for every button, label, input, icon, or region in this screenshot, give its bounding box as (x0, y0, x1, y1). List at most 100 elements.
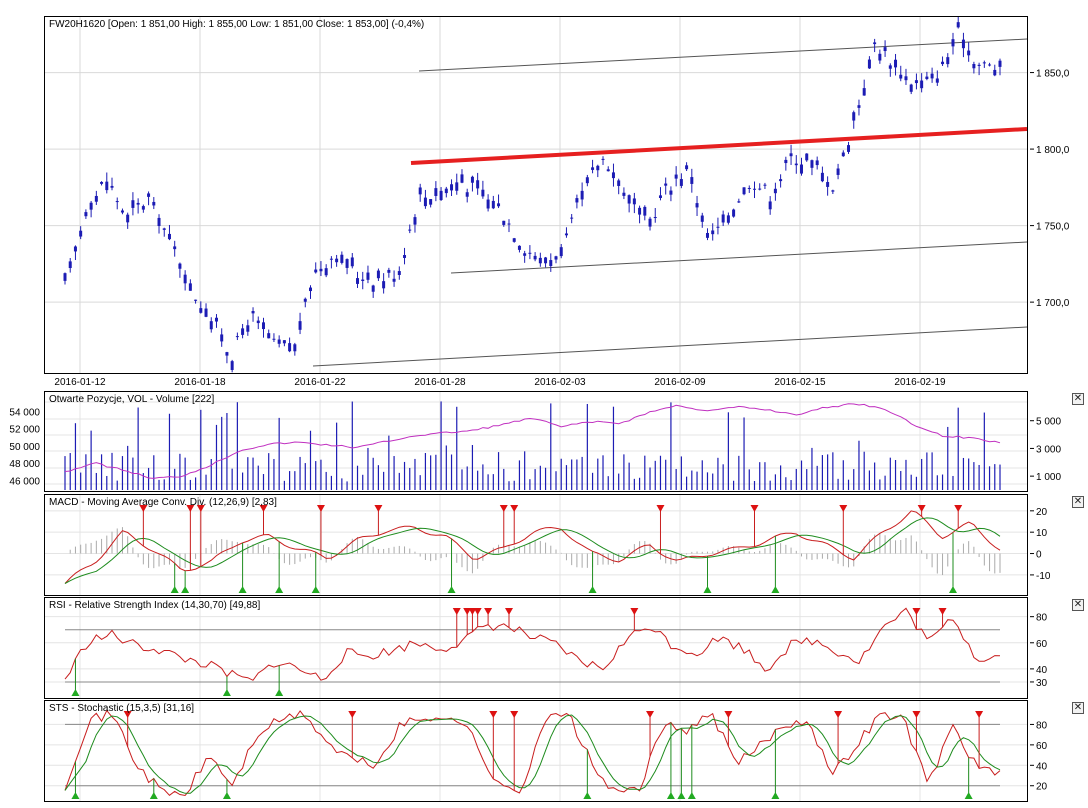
price-candle-body (867, 59, 871, 69)
price-candle-body (685, 165, 689, 170)
price-candle-body (439, 190, 443, 200)
macd-right-axis: 20 10 0 -10 (1030, 507, 1051, 582)
volume-close-button[interactable]: ✕ (1072, 393, 1084, 405)
svg-rsi-buy-marker (275, 689, 284, 696)
svg-macd-sell-marker (139, 505, 148, 512)
svg-macd-buy-marker (275, 586, 284, 593)
price-candle-body (136, 202, 140, 205)
price-candle-body (972, 63, 976, 69)
volume-right-tick-label: 1 000 (1036, 472, 1061, 483)
price-candle-body (512, 238, 516, 242)
price-candle-body (669, 190, 673, 195)
volume-left-tick-label: 48 000 (9, 459, 40, 470)
price-candle-body (763, 184, 767, 186)
price-candle-body (120, 210, 124, 213)
svg-macd-buy-marker (447, 586, 456, 593)
price-candle-body (491, 200, 495, 209)
svg-sts-buy-marker (71, 792, 80, 799)
price-candle-body (162, 228, 166, 230)
price-candle-body (747, 187, 751, 189)
svg-macd-sell-marker (954, 505, 963, 512)
price-candle-body (815, 160, 819, 166)
price-candle-body (444, 188, 448, 194)
svg-sts-buy-marker (666, 792, 675, 799)
price-candle-body (888, 65, 892, 69)
price-candle-body (408, 229, 412, 231)
price-candle-body (930, 73, 934, 79)
price-candle-body (94, 195, 98, 202)
macd-panel: MACD - Moving Average Conv. Div. (12,26,… (44, 494, 1028, 596)
price-candle-body (575, 198, 579, 203)
price-candle-body (366, 272, 370, 280)
volume-panel: Otwarte Pozycje, VOL - Volume [222] (44, 391, 1028, 492)
price-candle-body (528, 252, 532, 254)
price-candle-body (894, 59, 898, 68)
svg-macd-sell-marker (656, 505, 665, 512)
price-candles (63, 17, 1002, 373)
svg-sts-buy-marker (222, 792, 231, 799)
price-candle-body (596, 165, 600, 171)
price-candle-body (847, 145, 851, 152)
svg-macd-sell-marker (839, 505, 848, 512)
sts-chart (45, 701, 1027, 801)
price-candle-body (564, 233, 568, 236)
svg-sts-axis-tick-label: 20 (1036, 782, 1048, 793)
price-candle-body (429, 199, 433, 205)
price-candle-body (627, 195, 631, 204)
svg-sts-sell-marker (724, 711, 733, 718)
volume-right-tick-label: 5 000 (1036, 417, 1061, 428)
svg-macd-sell-marker (259, 505, 268, 512)
price-candle-body (267, 333, 271, 339)
price-candle-body (497, 203, 501, 207)
price-candle-body (100, 181, 104, 184)
price-candle-body (188, 283, 192, 291)
price-candle-body (935, 78, 939, 83)
svg-rsi-sell-marker (938, 608, 947, 615)
price-candle-body (517, 245, 521, 250)
rsi-close-button[interactable]: ✕ (1072, 599, 1084, 611)
price-chart (45, 17, 1027, 373)
price-candle-body (329, 258, 333, 260)
price-candle-body (335, 258, 339, 263)
price-candle-body (183, 274, 187, 284)
price-candle-body (220, 334, 224, 342)
price-candle-body (230, 361, 234, 370)
price-candle-body (450, 184, 454, 191)
macd-close-button[interactable]: ✕ (1072, 496, 1084, 508)
svg-rsi-buy-marker (222, 689, 231, 696)
price-candle-body (235, 336, 239, 338)
svg-sts-sell-marker (834, 711, 843, 718)
x-tick-label: 2016-01-12 (54, 377, 106, 388)
price-candle-body (147, 193, 151, 197)
svg-macd-axis-tick-label: 20 (1036, 507, 1048, 518)
volume-left-axis: 54 000 52 000 50 000 48 000 46 000 (9, 407, 40, 487)
sts-close-button[interactable]: ✕ (1072, 702, 1084, 714)
price-candle-body (413, 217, 417, 225)
price-candle-body (617, 180, 621, 186)
svg-rsi-main-line (64, 607, 1001, 681)
price-candle-body (784, 159, 788, 164)
price-candle-body (653, 217, 657, 219)
price-candle-body (84, 212, 88, 217)
price-candle-body (178, 263, 182, 269)
price-candle-body (470, 176, 474, 183)
price-candle-body (533, 255, 537, 260)
volume-chart (45, 392, 1027, 491)
price-candle-body (622, 192, 626, 196)
svg-sts-sell-marker (646, 711, 655, 718)
price-y-tick-label: 1 800,0 (1036, 145, 1070, 156)
price-candle-body (768, 201, 772, 210)
price-candle-body (152, 201, 156, 206)
price-candle-body (643, 206, 647, 216)
price-candle-body (387, 269, 391, 273)
price-candle-body (711, 230, 715, 235)
sts-right-axis: 80 60 40 20 (1030, 720, 1048, 793)
svg-sts-sell-marker (975, 711, 984, 718)
price-candle-body (570, 217, 574, 219)
price-candle-body (805, 153, 809, 161)
price-candle-body (841, 152, 845, 157)
price-candle-body (993, 69, 997, 76)
price-candle-body (632, 198, 636, 205)
svg-macd-buy-marker (238, 586, 247, 593)
price-candle-body (141, 206, 145, 210)
